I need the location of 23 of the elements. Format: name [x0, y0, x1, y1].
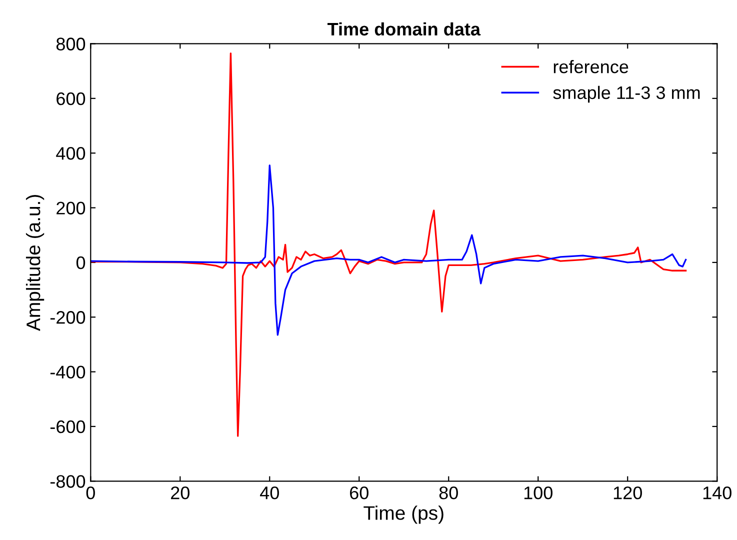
y-tick-label: -200: [50, 311, 86, 324]
line-series: [90, 164, 687, 336]
legend-label: reference: [554, 60, 628, 74]
y-axis-title: Amplitude (a.u.): [26, 195, 44, 332]
y-tick-label: -800: [50, 475, 86, 488]
y-tick-label: 0: [76, 256, 86, 270]
x-tick-label: 100: [524, 486, 552, 500]
legend-label: smaple 11-3 3 mm: [553, 86, 700, 103]
x-tick-label: 80: [439, 486, 458, 500]
x-tick-label: 0: [86, 486, 95, 500]
x-tick-label: 20: [171, 486, 190, 500]
y-tick-label: 600: [56, 92, 86, 106]
y-tick-label: -400: [50, 366, 86, 379]
y-tick-label: -600: [50, 420, 86, 434]
y-tick-label: 800: [56, 38, 86, 50]
x-tick-label: 120: [614, 486, 642, 500]
x-axis-title: Time (ps): [364, 506, 444, 524]
y-tick-label: 200: [56, 202, 86, 214]
x-tick-label: 40: [260, 486, 279, 500]
x-tick-label: 60: [350, 486, 368, 500]
y-tick-label: 400: [56, 147, 86, 160]
chart-title: Time domain data: [327, 22, 481, 36]
x-tick-label: 140: [703, 486, 732, 500]
